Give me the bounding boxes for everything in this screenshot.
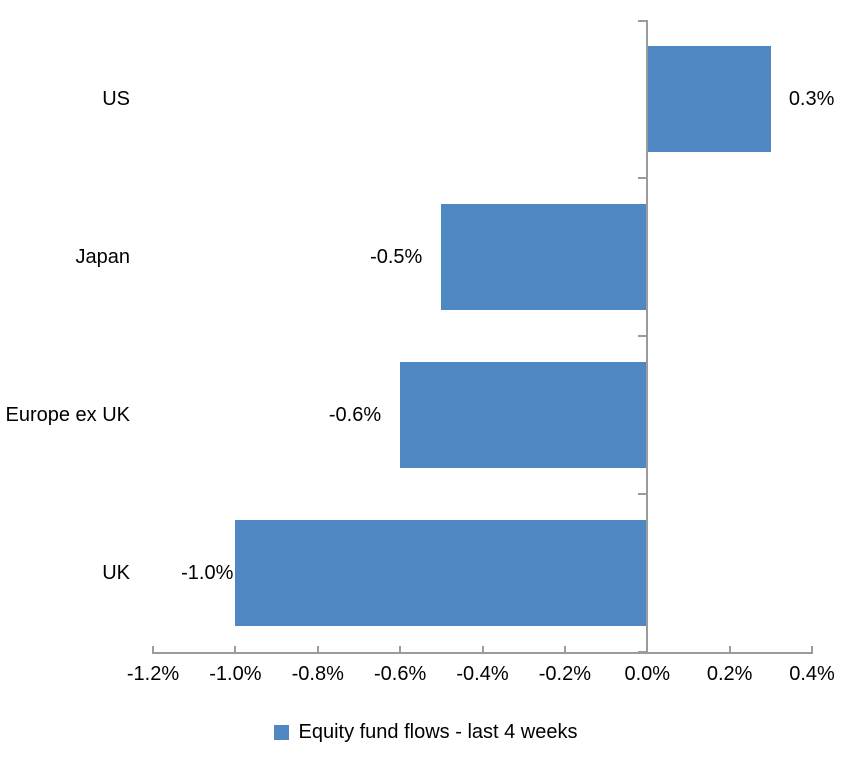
bar-europe-ex-uk [400, 362, 647, 468]
y-axis-tick [638, 177, 647, 179]
x-axis-tick-label: -1.0% [209, 663, 262, 685]
x-axis-tick-label: -0.8% [291, 663, 344, 685]
value-label-japan: -0.5% [370, 246, 423, 268]
category-label-europe-ex-uk: Europe ex UK [5, 404, 130, 426]
x-axis-tick [152, 646, 154, 654]
category-label-japan: Japan [75, 246, 131, 268]
x-axis-tick-label: -0.2% [538, 663, 591, 685]
x-axis-tick-label: 0.2% [706, 663, 753, 685]
x-axis-tick-label: 0.0% [624, 663, 671, 685]
zero-axis-line [646, 20, 649, 654]
value-label-uk: -1.0% [181, 562, 234, 584]
x-axis-tick [811, 646, 813, 654]
x-axis-tick [234, 646, 237, 654]
y-axis-tick [638, 335, 647, 337]
value-label-europe-ex-uk: -0.6% [328, 404, 382, 426]
legend-label: Equity fund flows - last 4 weeks [298, 720, 578, 743]
x-axis-tick-label: 0.4% [789, 663, 835, 685]
category-label-uk: UK [102, 562, 130, 584]
category-label-us: US [102, 88, 130, 110]
y-axis-tick [638, 651, 647, 653]
y-axis-tick [638, 493, 647, 495]
x-axis-tick [481, 646, 484, 654]
x-axis-tick-label: -0.4% [456, 663, 509, 685]
x-axis-tick-label: -1.2% [126, 663, 180, 685]
x-axis-tick [399, 646, 402, 654]
y-axis-tick [638, 20, 647, 22]
legend: Equity fund flows - last 4 weeks [0, 717, 852, 747]
x-axis-tick-label: -0.6% [374, 663, 427, 685]
value-label-us: 0.3% [788, 88, 835, 110]
x-axis-tick [316, 646, 319, 654]
legend-swatch-icon [274, 724, 290, 740]
x-axis-tick [563, 646, 566, 654]
bar-japan [441, 204, 647, 310]
x-axis-tick [728, 646, 731, 654]
bar-uk [235, 520, 647, 626]
bar-us [648, 46, 771, 152]
